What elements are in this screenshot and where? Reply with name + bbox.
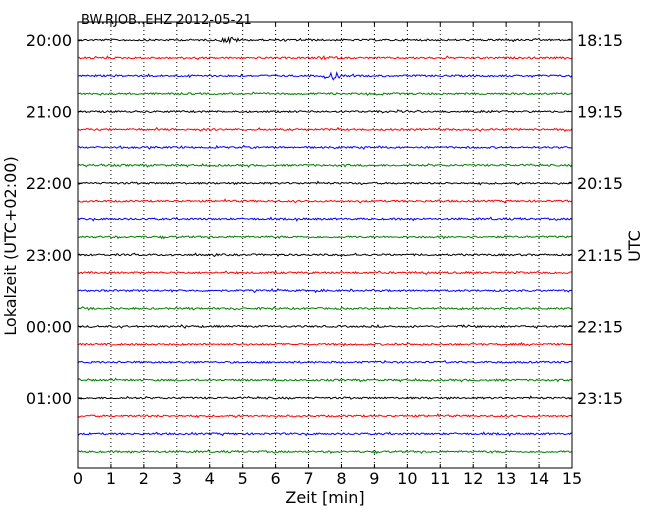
trace-line <box>77 449 573 455</box>
left-tick-label: 20:00 <box>26 31 72 50</box>
trace-line <box>77 144 573 150</box>
trace-line <box>77 55 573 61</box>
left-tick-label: 22:00 <box>26 174 72 193</box>
x-tick-label: 9 <box>369 469 379 488</box>
trace-line <box>77 323 573 330</box>
seismic-traces <box>77 36 573 455</box>
trace-line <box>77 431 573 437</box>
trace-line <box>77 216 573 222</box>
chart-title: BW.RJOB..EHZ 2012-05-21 <box>81 13 252 28</box>
x-tick-label: 8 <box>336 469 346 488</box>
x-tick-label: 3 <box>172 469 182 488</box>
left-axis-ticks: 20:00 21:00 22:00 23:00 00:00 01:00 <box>26 31 82 408</box>
x-tick-label: 10 <box>397 469 417 488</box>
right-axis-label: UTC <box>625 230 644 262</box>
trace-line <box>77 109 573 114</box>
trace-line <box>77 163 573 168</box>
right-tick-label: 23:15 <box>577 389 623 408</box>
trace-line <box>77 395 573 400</box>
x-tick-label: 4 <box>205 469 215 488</box>
trace-line <box>77 198 573 204</box>
x-tick-label: 7 <box>303 469 313 488</box>
trace-line <box>77 91 573 96</box>
trace-line <box>77 377 573 383</box>
x-tick-label: 6 <box>271 469 281 488</box>
left-tick-label: 21:00 <box>26 103 72 122</box>
left-axis-label: Lokalzeit (UTC+02:00) <box>1 156 20 335</box>
vertical-grid <box>110 22 540 468</box>
x-axis-ticks: 0 1 2 3 4 5 6 7 8 9 10 11 12 13 14 15 <box>73 22 582 488</box>
left-tick-label: 23:00 <box>26 246 72 265</box>
right-tick-label: 22:15 <box>577 317 623 336</box>
trace-line <box>77 305 573 311</box>
trace-line <box>77 126 573 133</box>
right-tick-label: 21:15 <box>577 246 623 265</box>
left-tick-label: 01:00 <box>26 389 72 408</box>
right-tick-label: 20:15 <box>577 174 623 193</box>
x-tick-label: 5 <box>238 469 248 488</box>
x-tick-label: 13 <box>496 469 516 488</box>
trace-line <box>77 180 573 186</box>
trace-line <box>77 36 573 45</box>
trace-line <box>77 413 573 419</box>
plot-frame <box>77 21 573 469</box>
trace-line <box>77 288 573 294</box>
right-axis-ticks: 18:15 19:15 20:15 21:15 22:15 23:15 <box>568 31 623 408</box>
right-tick-label: 19:15 <box>577 103 623 122</box>
trace-line <box>77 70 573 81</box>
right-tick-label: 18:15 <box>577 31 623 50</box>
trace-line <box>77 341 573 347</box>
x-tick-label: 0 <box>73 469 83 488</box>
x-tick-label: 14 <box>529 469 549 488</box>
trace-line <box>77 252 573 258</box>
trace-line <box>77 235 573 240</box>
x-tick-label: 2 <box>139 469 149 488</box>
x-tick-label: 1 <box>106 469 116 488</box>
x-tick-label: 15 <box>562 469 582 488</box>
left-tick-label: 00:00 <box>26 317 72 336</box>
x-axis-label: Zeit [min] <box>285 488 364 507</box>
trace-line <box>77 270 573 276</box>
trace-line <box>77 360 573 364</box>
x-tick-label: 12 <box>463 469 483 488</box>
x-tick-label: 11 <box>430 469 450 488</box>
